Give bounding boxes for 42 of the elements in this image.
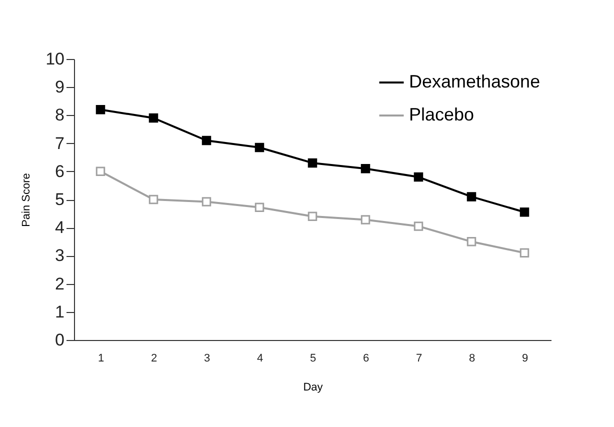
point	[466, 192, 476, 202]
y-tick-label: 9	[55, 78, 64, 97]
x-tick-label: 8	[468, 352, 476, 364]
y-tick-label: 6	[55, 162, 64, 181]
y-tick-label: 10	[46, 50, 64, 68]
y-tick-label: 7	[55, 134, 64, 153]
y-tick-label: 1	[55, 302, 64, 322]
point	[308, 158, 318, 168]
point	[202, 197, 212, 206]
point	[148, 194, 158, 204]
y-tick-label: 5	[55, 190, 64, 209]
point	[414, 222, 424, 231]
point	[308, 212, 318, 221]
y-axis-title: Pain Score	[20, 173, 33, 227]
x-tick-label: 1	[98, 352, 104, 364]
x-tick-label: 3	[204, 352, 210, 364]
y-tick-label: 4	[55, 218, 64, 238]
legend-label: Placebo	[409, 104, 474, 124]
point	[96, 166, 106, 176]
point	[360, 164, 370, 174]
point	[466, 237, 476, 246]
y-tick-label: 2	[55, 274, 64, 294]
point	[520, 248, 530, 258]
point	[414, 172, 424, 182]
point	[96, 104, 106, 114]
point	[360, 215, 370, 224]
x-tick-label: 4	[256, 352, 264, 364]
y-tick-label: 0	[55, 330, 64, 350]
point	[202, 136, 212, 146]
x-tick-label: 2	[150, 352, 158, 364]
y-tick-label: 8	[55, 106, 64, 125]
legend-label: Dexamethasone	[409, 72, 540, 92]
x-tick-label: 5	[310, 352, 316, 364]
point	[520, 208, 530, 217]
x-tick-label: 9	[522, 352, 528, 364]
x-tick-label: 7	[416, 352, 422, 364]
point	[254, 142, 264, 152]
point	[254, 202, 264, 212]
x-tick-label: 6	[362, 352, 370, 364]
y-tick-label: 3	[55, 246, 64, 266]
point	[148, 113, 158, 123]
x-axis-title: Day	[303, 382, 324, 394]
